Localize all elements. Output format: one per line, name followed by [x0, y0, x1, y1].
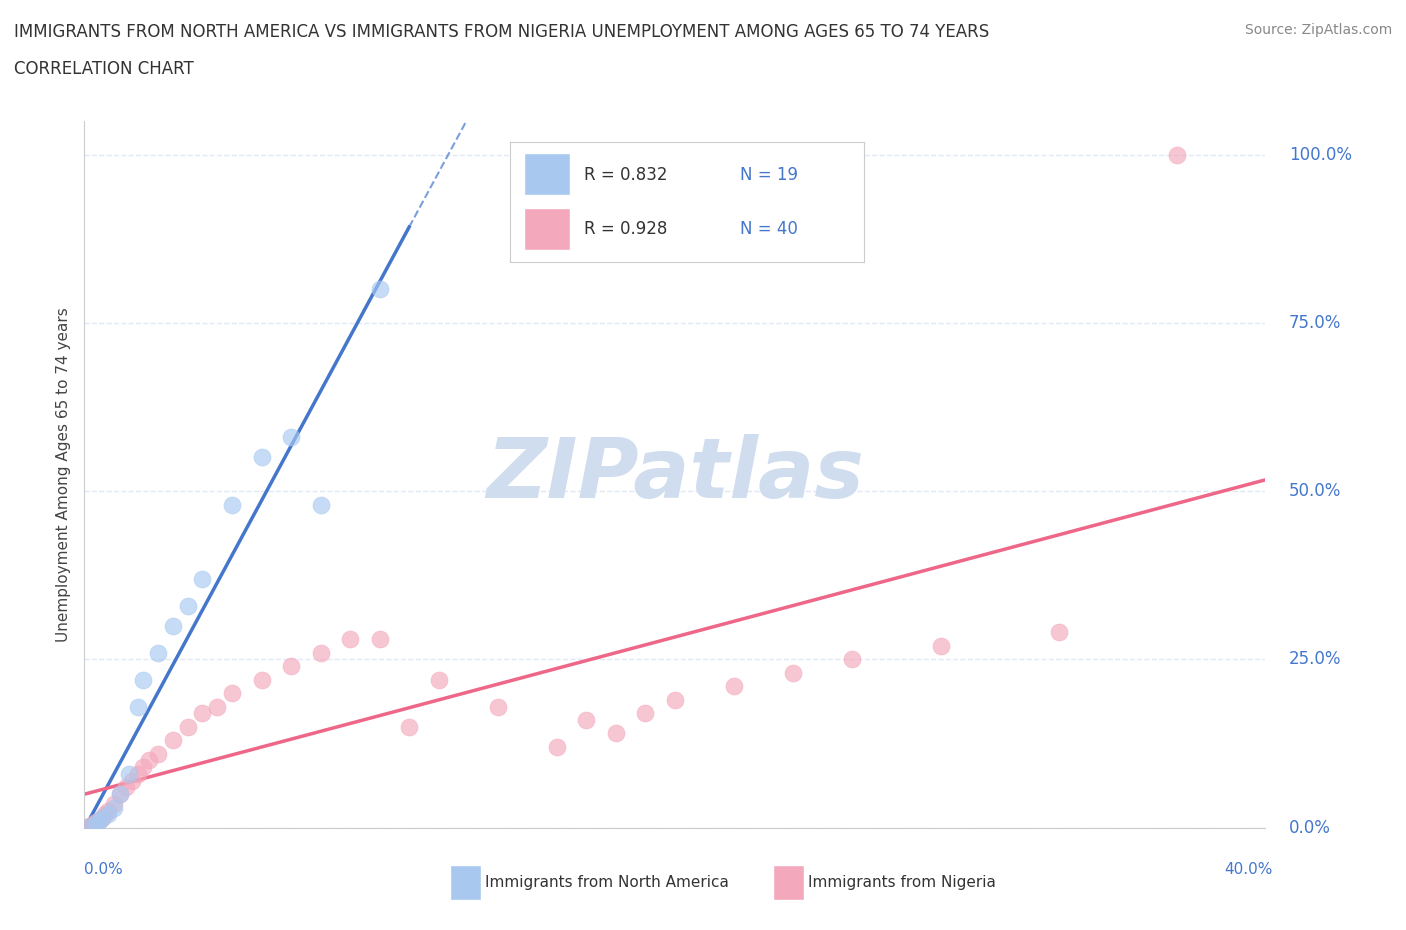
Point — [221, 685, 243, 700]
Point — [87, 814, 111, 829]
Point — [162, 618, 184, 633]
Point — [1166, 147, 1188, 162]
Point — [91, 810, 114, 825]
Point — [87, 814, 111, 829]
Point — [108, 787, 131, 802]
Text: 0.0%: 0.0% — [1289, 818, 1331, 837]
Text: N = 19: N = 19 — [740, 166, 797, 183]
Point — [97, 804, 120, 818]
Point — [177, 598, 200, 613]
Point — [634, 706, 657, 721]
Point — [309, 645, 332, 660]
Point — [280, 658, 302, 673]
Point — [148, 645, 170, 660]
Point — [486, 699, 509, 714]
Point — [664, 692, 686, 707]
Text: ZIPatlas: ZIPatlas — [486, 433, 863, 515]
Point — [79, 818, 101, 833]
Point — [91, 810, 114, 825]
Point — [148, 746, 170, 761]
Text: 50.0%: 50.0% — [1289, 482, 1341, 500]
Point — [127, 766, 149, 781]
Point — [368, 282, 391, 297]
Text: Immigrants from Nigeria: Immigrants from Nigeria — [808, 875, 997, 890]
Point — [132, 760, 155, 775]
Point — [280, 430, 302, 445]
Point — [427, 672, 450, 687]
Text: Source: ZipAtlas.com: Source: ZipAtlas.com — [1244, 23, 1392, 37]
Text: 40.0%: 40.0% — [1225, 862, 1272, 877]
Point — [177, 719, 200, 734]
Bar — [523, 208, 569, 250]
Point — [132, 672, 155, 687]
Point — [84, 817, 107, 831]
Point — [108, 787, 131, 802]
Text: 100.0%: 100.0% — [1289, 146, 1353, 164]
Point — [162, 733, 184, 748]
Point — [76, 819, 98, 834]
Point — [546, 739, 568, 754]
Point — [723, 679, 745, 694]
Text: CORRELATION CHART: CORRELATION CHART — [14, 60, 194, 78]
Point — [94, 807, 117, 822]
Point — [118, 766, 141, 781]
Point — [121, 773, 143, 788]
Point — [103, 797, 125, 812]
Point — [929, 639, 952, 654]
Point — [250, 672, 273, 687]
Text: N = 40: N = 40 — [740, 219, 797, 238]
Point — [575, 712, 598, 727]
Point — [841, 652, 863, 667]
Text: Immigrants from North America: Immigrants from North America — [485, 875, 728, 890]
Point — [191, 571, 214, 586]
Point — [191, 706, 214, 721]
Point — [605, 726, 627, 741]
Point — [339, 631, 361, 646]
Y-axis label: Unemployment Among Ages 65 to 74 years: Unemployment Among Ages 65 to 74 years — [56, 307, 72, 642]
Text: R = 0.832: R = 0.832 — [583, 166, 668, 183]
Point — [782, 666, 804, 681]
Text: IMMIGRANTS FROM NORTH AMERICA VS IMMIGRANTS FROM NIGERIA UNEMPLOYMENT AMONG AGES: IMMIGRANTS FROM NORTH AMERICA VS IMMIGRA… — [14, 23, 990, 41]
Point — [84, 815, 107, 830]
Bar — [523, 153, 569, 195]
Point — [221, 498, 243, 512]
Text: 25.0%: 25.0% — [1289, 650, 1341, 669]
Point — [79, 818, 101, 833]
Point — [114, 780, 136, 795]
Point — [368, 631, 391, 646]
Point — [309, 498, 332, 512]
Text: R = 0.928: R = 0.928 — [583, 219, 668, 238]
Point — [138, 753, 160, 768]
Point — [127, 699, 149, 714]
Point — [1047, 625, 1070, 640]
Point — [398, 719, 420, 734]
Text: 75.0%: 75.0% — [1289, 313, 1341, 332]
Point — [82, 817, 104, 831]
Point — [250, 450, 273, 465]
Text: 0.0%: 0.0% — [84, 862, 124, 877]
Point — [205, 699, 228, 714]
Point — [103, 800, 125, 815]
Point — [97, 807, 120, 822]
